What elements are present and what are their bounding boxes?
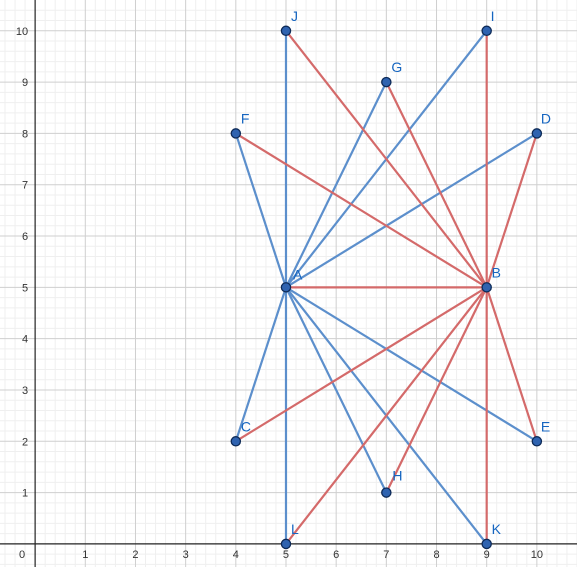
point-h[interactable] (381, 487, 392, 498)
x-tick-label: 2 (132, 549, 138, 561)
x-tick-label: 5 (283, 549, 289, 561)
point-d[interactable] (531, 128, 543, 139)
point-a[interactable] (280, 282, 292, 293)
point-c[interactable] (230, 436, 242, 447)
segment-b-d (485, 132, 538, 289)
point-label-h: H (392, 468, 402, 484)
segment-b-h (385, 286, 488, 494)
point-label-f: F (241, 110, 250, 126)
segment-a-h (284, 286, 388, 494)
point-label-a: A (293, 266, 303, 282)
x-tick-label: 6 (333, 549, 339, 561)
point-g[interactable] (381, 76, 392, 88)
y-tick-label: 8 (22, 128, 28, 140)
point-e[interactable] (531, 436, 543, 447)
x-tick-label: 7 (383, 549, 389, 561)
y-tick-label: 2 (22, 436, 28, 448)
segment-a-d (284, 132, 538, 289)
segment-b-e (485, 286, 538, 443)
origin-label: 0 (19, 549, 25, 561)
y-tick-label: 5 (22, 282, 28, 294)
x-tick-label: 3 (183, 549, 189, 561)
x-tick-label: 8 (433, 549, 439, 561)
point-label-l: L (291, 521, 299, 537)
x-tick-label: 9 (484, 549, 490, 561)
x-tick-label: 4 (233, 549, 239, 561)
segment-a-c (234, 286, 288, 443)
x-tick-label: 10 (531, 549, 543, 561)
point-j[interactable] (280, 25, 292, 37)
y-tick-label: 9 (22, 77, 28, 89)
x-tick-label: 1 (82, 549, 88, 561)
y-tick-label: 1 (22, 488, 28, 500)
point-label-i: I (491, 8, 495, 24)
y-tick-label: 7 (22, 180, 28, 192)
y-tick-label: 10 (16, 26, 28, 38)
point-f[interactable] (230, 128, 242, 139)
segment-b-f (234, 132, 488, 289)
segments (234, 29, 538, 546)
y-tick-label: 3 (22, 385, 28, 397)
segment-b-j (284, 29, 488, 289)
point-i[interactable] (481, 25, 492, 37)
tick-labels: 1 2 3 4 5 6 7 8 9 10 1 2 3 4 5 6 7 8 9 10 0 (16, 26, 543, 561)
segment-a-e (284, 286, 538, 443)
point-label-d: D (541, 110, 551, 126)
segment-b-l (284, 286, 488, 546)
point-b[interactable] (481, 282, 492, 293)
y-tick-label: 4 (22, 334, 28, 346)
point-label-g: G (391, 59, 402, 75)
segment-a-g (284, 80, 388, 289)
point-label-j: J (291, 8, 298, 24)
segment-b-c (234, 286, 488, 443)
point-k[interactable] (481, 538, 492, 550)
point-l[interactable] (280, 538, 292, 550)
segment-b-g (385, 80, 488, 289)
point-labels: A B C D E F G H I J K L (241, 8, 551, 537)
point-label-e: E (541, 418, 550, 434)
point-label-b: B (492, 264, 501, 280)
segment-a-f (234, 132, 288, 289)
points[interactable] (230, 25, 543, 550)
point-label-k: K (492, 521, 502, 537)
y-tick-label: 6 (22, 231, 28, 243)
point-label-c: C (241, 418, 251, 434)
